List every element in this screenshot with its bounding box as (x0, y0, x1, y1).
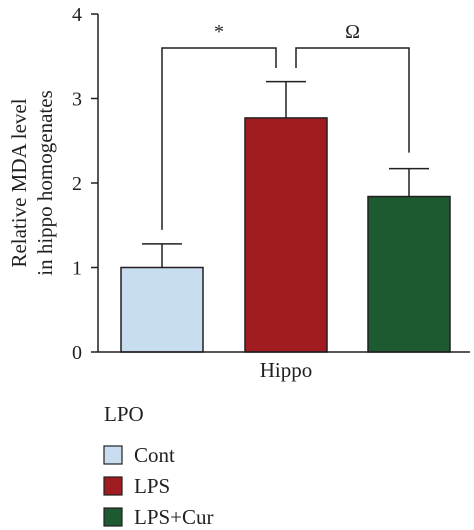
legend-swatch (103, 476, 123, 496)
y-axis-title-line: Relative MDA level (7, 98, 31, 267)
y-axis: 0 1 2 3 4 (72, 4, 99, 364)
legend-label: LPS+Cur (134, 505, 214, 529)
legend-label: Cont (134, 443, 175, 467)
legend: Cont LPS LPS+Cur (103, 443, 214, 529)
significance-bracket (295, 47, 410, 153)
y-axis-title-line: in hippo homogenates (33, 90, 57, 275)
legend-swatch (103, 445, 123, 465)
significance-label: Ω (345, 21, 360, 43)
bar-lps (244, 117, 328, 353)
y-tick-label: 1 (72, 258, 82, 280)
y-tick-label: 0 (72, 342, 82, 364)
legend-swatch (103, 507, 123, 527)
bar-lps-cur (367, 195, 451, 353)
y-tick-label: 2 (72, 173, 82, 195)
legend-title: LPO (104, 402, 144, 426)
bars (120, 117, 451, 353)
bar-cont (120, 266, 204, 353)
y-tick-label: 3 (72, 89, 82, 111)
significance-label: * (214, 21, 224, 43)
y-axis-title: Relative MDA level in hippo homogenates (7, 90, 57, 275)
legend-label: LPS (134, 474, 170, 498)
error-bars (142, 80, 429, 268)
y-tick-label: 4 (72, 4, 82, 26)
significance-brackets: * Ω (161, 21, 410, 230)
significance-bracket (161, 47, 277, 230)
x-axis-label: Hippo (260, 358, 313, 382)
